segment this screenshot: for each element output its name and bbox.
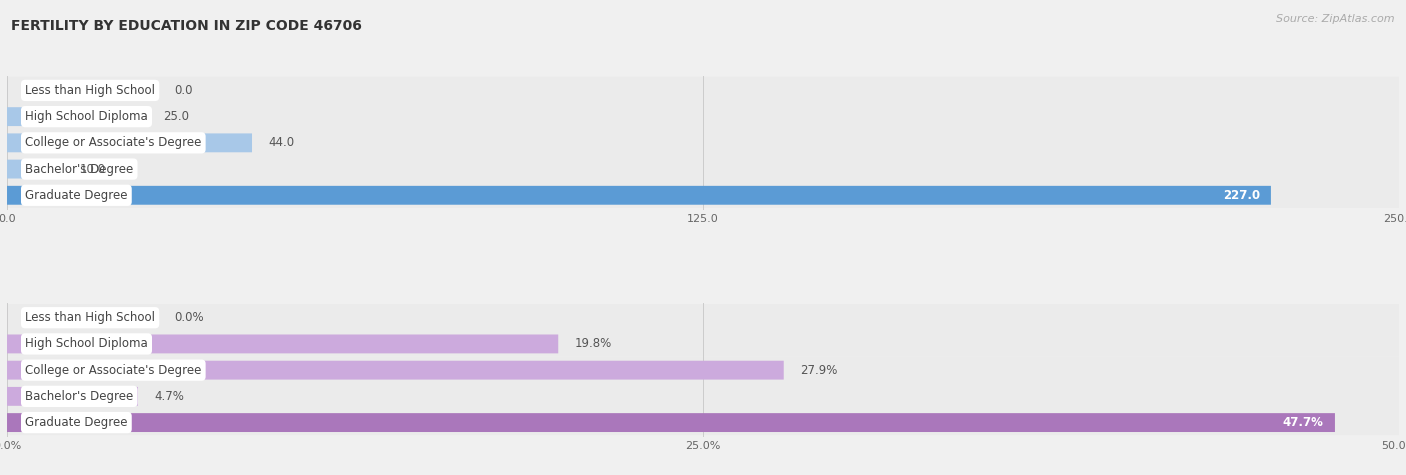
FancyBboxPatch shape [7, 133, 252, 152]
Text: High School Diploma: High School Diploma [25, 110, 148, 123]
FancyBboxPatch shape [7, 186, 1271, 205]
Text: College or Associate's Degree: College or Associate's Degree [25, 364, 201, 377]
Text: Graduate Degree: Graduate Degree [25, 416, 128, 429]
Text: FERTILITY BY EDUCATION IN ZIP CODE 46706: FERTILITY BY EDUCATION IN ZIP CODE 46706 [11, 19, 363, 33]
Text: 227.0: 227.0 [1223, 189, 1260, 202]
FancyBboxPatch shape [7, 77, 1399, 103]
Text: 47.7%: 47.7% [1282, 416, 1324, 429]
FancyBboxPatch shape [7, 129, 1399, 155]
FancyBboxPatch shape [7, 413, 1334, 432]
Text: 0.0%: 0.0% [174, 311, 204, 324]
Text: Graduate Degree: Graduate Degree [25, 189, 128, 202]
Text: Bachelor's Degree: Bachelor's Degree [25, 390, 134, 403]
Text: 27.9%: 27.9% [800, 364, 838, 377]
FancyBboxPatch shape [7, 383, 1399, 409]
FancyBboxPatch shape [7, 160, 63, 179]
FancyBboxPatch shape [7, 357, 1399, 383]
FancyBboxPatch shape [7, 107, 146, 126]
Text: 4.7%: 4.7% [155, 390, 184, 403]
Text: Source: ZipAtlas.com: Source: ZipAtlas.com [1277, 14, 1395, 24]
FancyBboxPatch shape [7, 334, 558, 353]
Text: 0.0: 0.0 [174, 84, 193, 97]
Text: Less than High School: Less than High School [25, 311, 155, 324]
FancyBboxPatch shape [7, 361, 783, 380]
FancyBboxPatch shape [7, 304, 1399, 330]
Text: 44.0: 44.0 [269, 136, 295, 149]
FancyBboxPatch shape [7, 409, 1399, 435]
Text: High School Diploma: High School Diploma [25, 337, 148, 351]
Text: 25.0: 25.0 [163, 110, 188, 123]
Text: 10.0: 10.0 [79, 162, 105, 176]
Text: Bachelor's Degree: Bachelor's Degree [25, 162, 134, 176]
FancyBboxPatch shape [7, 103, 1399, 129]
FancyBboxPatch shape [7, 330, 1399, 357]
FancyBboxPatch shape [7, 155, 1399, 181]
FancyBboxPatch shape [7, 181, 1399, 208]
Text: 19.8%: 19.8% [575, 337, 612, 351]
FancyBboxPatch shape [7, 387, 138, 406]
Text: Less than High School: Less than High School [25, 84, 155, 97]
Text: College or Associate's Degree: College or Associate's Degree [25, 136, 201, 149]
